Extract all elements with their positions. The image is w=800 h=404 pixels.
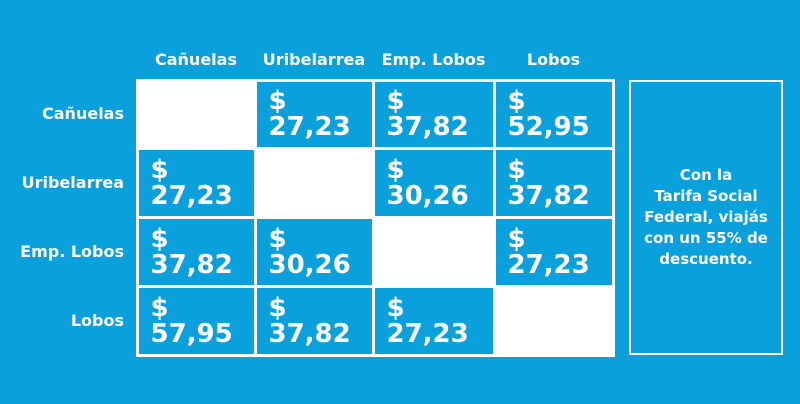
note-line: descuento. bbox=[659, 250, 753, 268]
note-line: con un 55% de bbox=[644, 229, 768, 247]
row-header: Uribelarrea bbox=[21, 172, 124, 192]
empty-cell bbox=[492, 284, 615, 357]
fare-cell: $ 30,26 bbox=[371, 146, 496, 219]
fare-cell: $ 37,82 bbox=[371, 78, 496, 150]
column-header: Lobos bbox=[526, 50, 581, 69]
column-header: Cañuelas bbox=[155, 50, 237, 69]
fare-cell: $ 37,82 bbox=[492, 146, 615, 219]
fare-cell: $ 37,82 bbox=[253, 284, 375, 357]
fare-cell: $ 27,23 bbox=[253, 78, 375, 150]
column-header: Uribelarrea bbox=[262, 50, 366, 69]
fare-cell: $ 27,23 bbox=[492, 215, 615, 288]
fare-cell: $ 27,23 bbox=[371, 284, 496, 357]
row-header: Lobos bbox=[70, 310, 124, 330]
row-header: Cañuelas bbox=[42, 104, 124, 123]
fare-cell: $ 37,82 bbox=[135, 215, 257, 288]
empty-cell bbox=[253, 146, 375, 219]
column-header: Emp. Lobos bbox=[381, 50, 486, 69]
note-box: Con la Tarifa Social Federal, viajás con un… bbox=[629, 80, 783, 355]
fare-cell: $ 30,26 bbox=[253, 215, 375, 288]
fare-cell: $ 52,95 bbox=[492, 78, 615, 150]
empty-cell bbox=[371, 215, 496, 288]
empty-cell bbox=[135, 78, 257, 150]
note-line: Con la bbox=[679, 166, 733, 184]
row-header: Emp. Lobos bbox=[20, 241, 124, 261]
fare-cell: $ 27,23 bbox=[135, 146, 257, 219]
note-line: Tarifa Social bbox=[654, 187, 758, 205]
note-line: Federal, viajás bbox=[644, 208, 768, 226]
fare-cell: $ 57,95 bbox=[135, 284, 257, 357]
